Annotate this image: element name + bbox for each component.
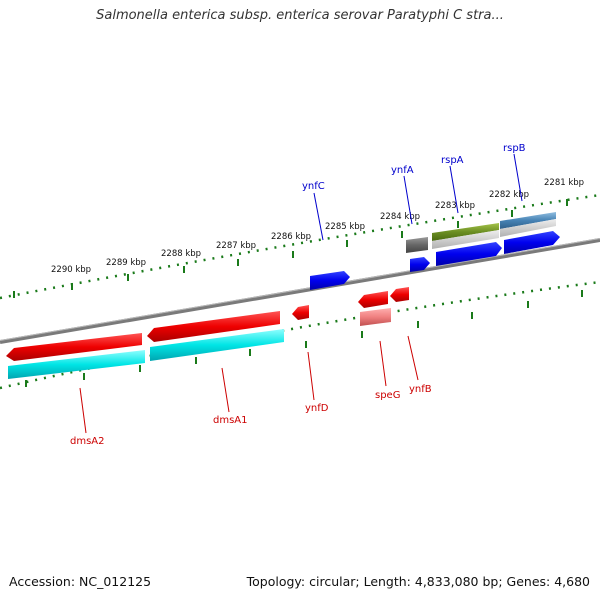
kbp-label: 2287 kbp	[216, 241, 256, 251]
gene-ynfB[interactable]	[390, 287, 409, 302]
kbp-label: 2289 kbp	[106, 258, 146, 268]
gene-rspA[interactable]	[436, 242, 502, 266]
gene-label-rspB[interactable]: rspB	[503, 143, 526, 154]
cog-bar-rspA-secondary	[432, 230, 499, 249]
cog-bar-rspB	[500, 212, 556, 229]
gene-label-dmsA1[interactable]: dmsA1	[213, 415, 248, 426]
kbp-label: 2283 kbp	[435, 201, 475, 211]
outer-major-ticks	[13, 199, 568, 298]
kbp-label: 2285 kbp	[325, 222, 365, 232]
cog-bar-rspB-secondary	[500, 219, 556, 237]
inner-major-ticks	[25, 290, 583, 387]
kbp-label: 2284 kbp	[380, 212, 420, 222]
genome-summary-text: Topology: circular; Length: 4,833,080 bp…	[246, 574, 590, 589]
kbp-label: 2282 kbp	[489, 190, 529, 200]
gene-label-ynfA[interactable]: ynfA	[391, 165, 414, 176]
leader-lines-top	[313, 153, 523, 241]
inner-tick-ring	[0, 280, 600, 390]
gene-label-dmsA2[interactable]: dmsA2	[70, 436, 105, 447]
genome-backbone	[0, 238, 600, 344]
gene-rspB[interactable]	[504, 231, 560, 254]
leader-lines-bottom	[79, 335, 419, 434]
cog-bar-dmsA2	[8, 350, 145, 379]
kbp-labels: 2290 kbp 2289 kbp 2288 kbp 2287 kbp 2286…	[51, 178, 584, 275]
kbp-label: 2286 kbp	[271, 232, 311, 242]
gene-dmsA2[interactable]	[6, 333, 142, 361]
gene-label-speG[interactable]: speG	[375, 390, 400, 401]
gene-ynfC[interactable]	[310, 271, 350, 290]
gene-ynfA[interactable]	[410, 257, 430, 272]
cog-bar-rspA	[432, 223, 499, 241]
kbp-label: 2281 kbp	[544, 178, 584, 188]
gene-ynfD[interactable]	[292, 305, 309, 320]
map-title: Salmonella enterica subsp. enterica sero…	[96, 8, 504, 23]
cog-bar-dmsA1	[150, 329, 284, 361]
gene-dmsA1[interactable]	[147, 311, 280, 342]
gene-label-ynfB[interactable]: ynfB	[409, 384, 432, 395]
accession-text: Accession: NC_012125	[9, 574, 152, 589]
cog-bar-ynfA	[406, 237, 428, 253]
gene-label-ynfC[interactable]: ynfC	[302, 181, 325, 192]
outer-tick-ring	[0, 193, 600, 300]
gene-label-rspA[interactable]: rspA	[441, 155, 464, 166]
cog-bar-speG	[360, 308, 391, 326]
gene-label-ynfD[interactable]: ynfD	[305, 403, 329, 414]
kbp-label: 2288 kbp	[161, 249, 201, 259]
kbp-label: 2290 kbp	[51, 265, 91, 275]
gene-speG[interactable]	[358, 291, 388, 308]
